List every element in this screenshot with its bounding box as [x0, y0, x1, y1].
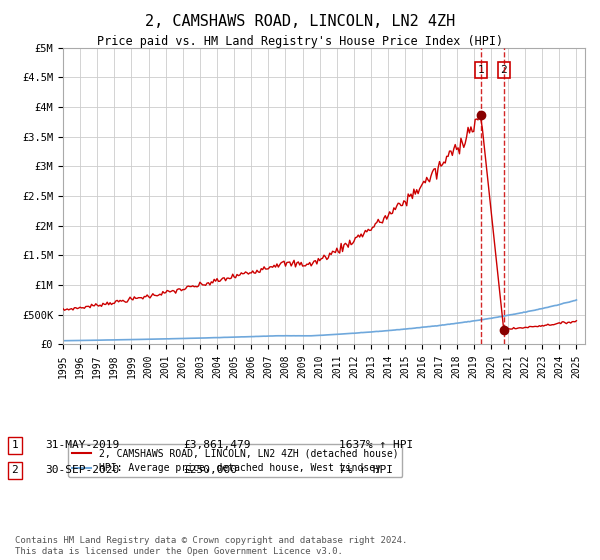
- Text: 7% ↑ HPI: 7% ↑ HPI: [339, 465, 393, 475]
- Text: Contains HM Land Registry data © Crown copyright and database right 2024.
This d: Contains HM Land Registry data © Crown c…: [15, 536, 407, 556]
- Text: 1637% ↑ HPI: 1637% ↑ HPI: [339, 440, 413, 450]
- Text: 1: 1: [11, 440, 19, 450]
- Text: 31-MAY-2019: 31-MAY-2019: [45, 440, 119, 450]
- Legend: 2, CAMSHAWS ROAD, LINCOLN, LN2 4ZH (detached house), HPI: Average price, detache: 2, CAMSHAWS ROAD, LINCOLN, LN2 4ZH (deta…: [68, 444, 403, 477]
- Text: 2: 2: [500, 65, 507, 75]
- Text: 30-SEP-2020: 30-SEP-2020: [45, 465, 119, 475]
- Text: 2: 2: [11, 465, 19, 475]
- Text: 1: 1: [478, 65, 484, 75]
- Text: £250,000: £250,000: [183, 465, 237, 475]
- Text: £3,861,479: £3,861,479: [183, 440, 251, 450]
- Text: Price paid vs. HM Land Registry's House Price Index (HPI): Price paid vs. HM Land Registry's House …: [97, 35, 503, 48]
- Text: 2, CAMSHAWS ROAD, LINCOLN, LN2 4ZH: 2, CAMSHAWS ROAD, LINCOLN, LN2 4ZH: [145, 14, 455, 29]
